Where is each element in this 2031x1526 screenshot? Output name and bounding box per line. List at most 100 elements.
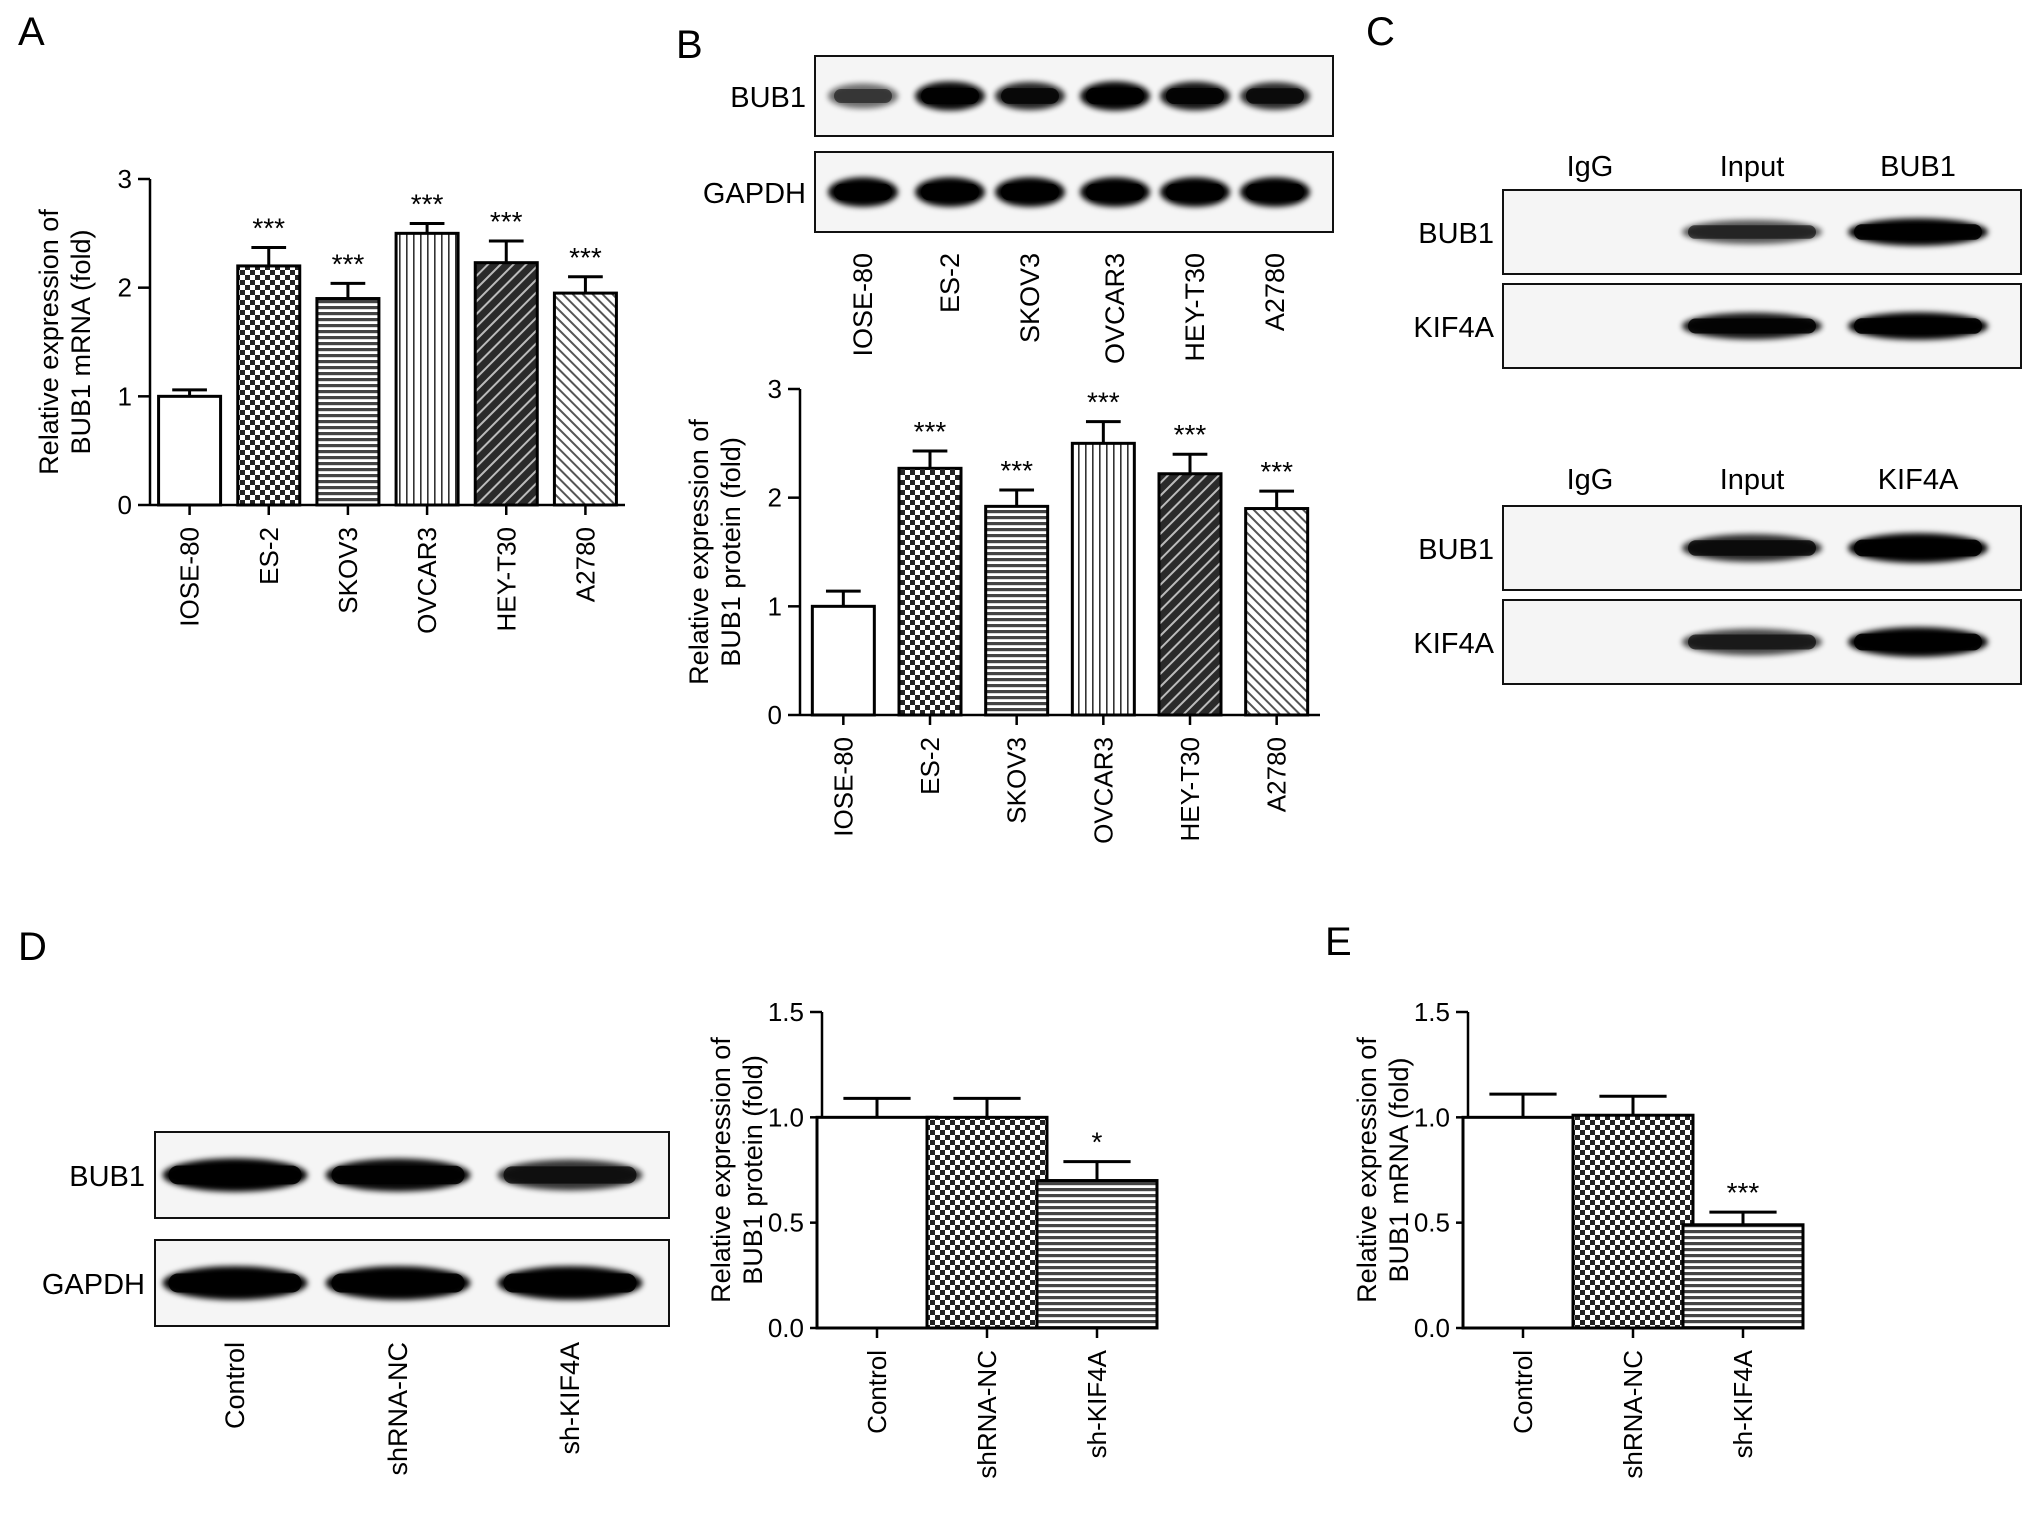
significance-marker: *** bbox=[252, 212, 285, 243]
panel-letter-e: E bbox=[1325, 920, 1352, 964]
y-tick-label: 0 bbox=[118, 490, 132, 520]
significance-marker: *** bbox=[1727, 1177, 1760, 1208]
bar-shrna-nc bbox=[925, 1115, 1049, 1330]
bar-hey-t30 bbox=[473, 261, 539, 507]
blot-band-core bbox=[1854, 539, 1982, 557]
x-tick-label: Control bbox=[862, 1350, 892, 1434]
bar-sh-kif4a bbox=[1035, 1179, 1159, 1330]
y-tick-label: 0.5 bbox=[1414, 1208, 1450, 1238]
chart-panel-b: 0 1 2 3 Relative expression ofBUB1 protein (… bbox=[684, 374, 1320, 844]
blot-band-core bbox=[834, 183, 892, 201]
blot-band-core bbox=[1166, 183, 1224, 201]
co-ip-blot-top: IgG Input BUB1 BUB1 KIF4A bbox=[1413, 151, 2022, 369]
significance-marker: *** bbox=[1000, 455, 1033, 486]
x-tick-label: IOSE-80 bbox=[828, 737, 858, 837]
y-axis-label: Relative expression ofBUB1 mRNA (fold) bbox=[1352, 1037, 1414, 1303]
bar-a2780 bbox=[552, 291, 618, 507]
y-tick-label: 3 bbox=[118, 164, 132, 194]
panel-letter-d: D bbox=[18, 925, 47, 969]
significance-marker: *** bbox=[1174, 419, 1207, 450]
significance-marker: *** bbox=[569, 242, 602, 273]
y-tick-label: 2 bbox=[118, 273, 132, 303]
bar-hey-t30 bbox=[1157, 472, 1223, 717]
x-tick-label: A2780 bbox=[570, 527, 600, 602]
blot-row-label: BUB1 bbox=[69, 1161, 145, 1193]
blot-band-core bbox=[1001, 183, 1059, 201]
blot-lane-label: Control bbox=[220, 1342, 250, 1429]
y-tick-label: 0.5 bbox=[768, 1208, 804, 1238]
blot-row-label: GAPDH bbox=[703, 178, 806, 210]
blot-band-core bbox=[1166, 87, 1224, 105]
blot-band-core bbox=[1246, 88, 1304, 104]
x-tick-label: SKOV3 bbox=[333, 527, 363, 614]
significance-marker: *** bbox=[1087, 387, 1120, 418]
x-tick-label: OVCAR3 bbox=[412, 527, 442, 634]
x-tick-label: A2780 bbox=[1262, 737, 1292, 812]
bar-es-2 bbox=[897, 466, 963, 717]
blot-band-core bbox=[921, 183, 979, 201]
blot-row-label: BUB1 bbox=[1418, 534, 1494, 566]
blot-band-core bbox=[1086, 183, 1144, 201]
panel-letter-a: A bbox=[18, 10, 45, 54]
bar-skov3 bbox=[984, 504, 1050, 717]
co-ip-blot-bottom: IgG Input KIF4A BUB1 KIF4A bbox=[1413, 464, 2022, 685]
x-tick-label: shRNA-NC bbox=[972, 1350, 1002, 1479]
blot-lane-label: ES-2 bbox=[935, 253, 965, 313]
bar-iose-80 bbox=[157, 394, 223, 507]
blot-band-core bbox=[1688, 540, 1816, 556]
chart-panel-a: 0 1 2 3 Relative expression ofBUB1 mRNA (fol… bbox=[34, 164, 625, 634]
blot-band-core bbox=[921, 87, 979, 105]
blot-band-core bbox=[168, 1165, 302, 1185]
y-tick-label: 1 bbox=[118, 381, 132, 411]
blot-band-core bbox=[331, 1273, 465, 1293]
x-tick-label: HEY-T30 bbox=[1175, 737, 1205, 842]
blot-band-core bbox=[1688, 225, 1816, 239]
significance-marker: * bbox=[1092, 1127, 1103, 1158]
y-tick-label: 0 bbox=[768, 700, 782, 730]
y-axis-label-line: BUB1 mRNA (fold) bbox=[66, 229, 96, 454]
blot-lane-label: HEY-T30 bbox=[1180, 253, 1210, 362]
blot-row-label: BUB1 bbox=[1418, 218, 1494, 250]
x-tick-label: IOSE-80 bbox=[175, 527, 205, 627]
blot-band bbox=[828, 83, 898, 109]
blot-row-label: BUB1 bbox=[730, 82, 806, 114]
significance-marker: *** bbox=[411, 189, 444, 220]
significance-marker: *** bbox=[914, 416, 947, 447]
y-tick-label: 3 bbox=[768, 374, 782, 404]
bar-a2780 bbox=[1244, 507, 1310, 717]
significance-marker: *** bbox=[332, 248, 365, 279]
y-tick-label: 1.5 bbox=[768, 997, 804, 1027]
blot-lane-label: SKOV3 bbox=[1015, 253, 1045, 343]
x-tick-label: ES-2 bbox=[915, 737, 945, 795]
blot-lane-label: A2780 bbox=[1260, 253, 1290, 331]
panel-letter-c: C bbox=[1366, 10, 1395, 54]
blot-band-core bbox=[1854, 224, 1982, 240]
blot-band-core bbox=[834, 88, 892, 104]
y-axis-label-line: Relative expression of bbox=[1352, 1037, 1382, 1303]
blot-lane-label: shRNA-NC bbox=[383, 1342, 413, 1476]
blot-band-core bbox=[1854, 318, 1982, 334]
lane-header: KIF4A bbox=[1878, 464, 1959, 496]
y-tick-label: 1.0 bbox=[768, 1102, 804, 1132]
y-axis-label-line: Relative expression of bbox=[34, 209, 64, 475]
significance-marker: *** bbox=[490, 206, 523, 237]
lane-header: Input bbox=[1720, 464, 1785, 496]
blot-band-core bbox=[1688, 318, 1816, 334]
x-tick-label: OVCAR3 bbox=[1088, 737, 1118, 844]
blot-band-core bbox=[1246, 183, 1304, 201]
blot-band-core bbox=[331, 1165, 465, 1185]
bar-control bbox=[1461, 1115, 1585, 1330]
y-axis-label-line: BUB1 protein (fold) bbox=[738, 1055, 768, 1285]
y-axis-label: Relative expression ofBUB1 mRNA (fold) bbox=[34, 209, 96, 475]
blot-lane-label: OVCAR3 bbox=[1100, 253, 1130, 364]
lane-header: IgG bbox=[1567, 151, 1614, 183]
blot-band-core bbox=[1688, 634, 1816, 650]
significance-marker: *** bbox=[1260, 456, 1293, 487]
lane-header: BUB1 bbox=[1880, 151, 1956, 183]
panel-letter-b: B bbox=[676, 23, 703, 67]
y-tick-label: 2 bbox=[768, 483, 782, 513]
bar-ovcar3 bbox=[394, 231, 460, 507]
x-tick-label: shRNA-NC bbox=[1618, 1350, 1648, 1479]
